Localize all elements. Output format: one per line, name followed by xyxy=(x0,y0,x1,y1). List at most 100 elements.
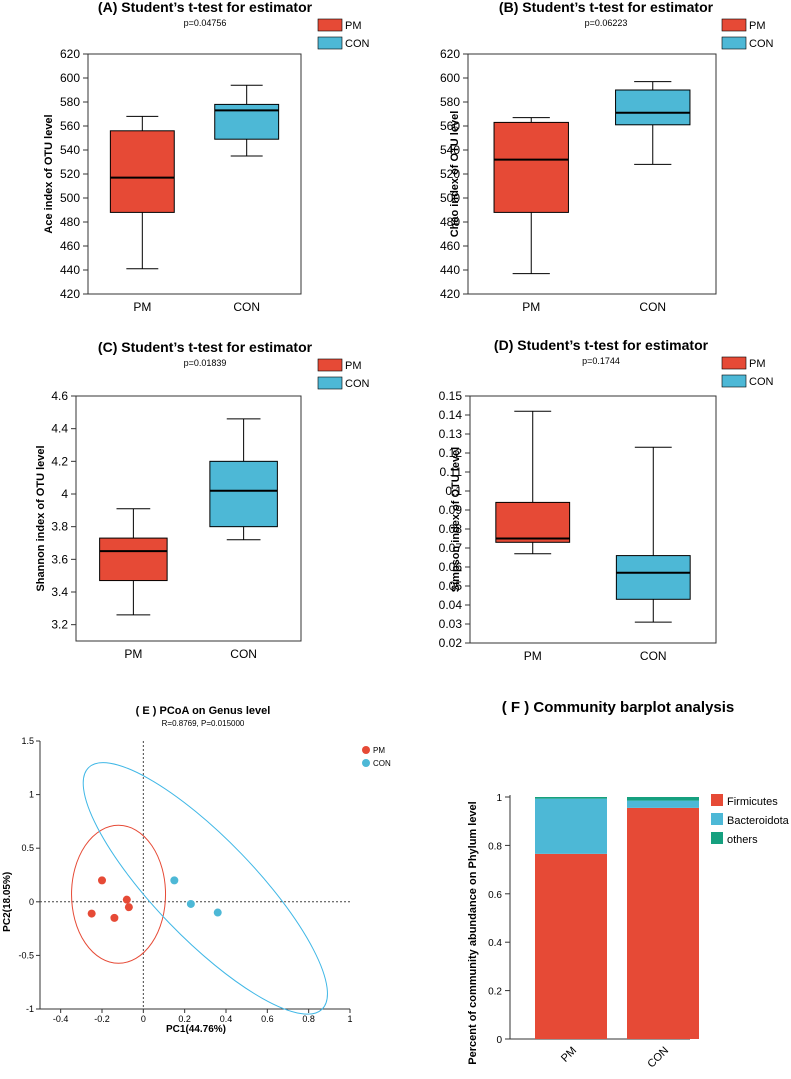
legend-label-pm: PM xyxy=(345,360,362,372)
box-pm-d xyxy=(495,410,571,555)
legend-swatch-con xyxy=(317,36,343,50)
chart-title-d: (D) Student’s t-test for estimator xyxy=(494,337,709,353)
y-tick-label: 0.12 xyxy=(439,446,463,460)
legend-swatch-pm xyxy=(317,18,343,32)
y-tick-label: 460 xyxy=(60,239,80,253)
box-pm-a xyxy=(109,115,175,270)
legend-swatch-pm xyxy=(317,358,343,372)
bar-segment-firmicutes-con xyxy=(627,807,699,1039)
y-tick-label: 0 xyxy=(29,897,34,907)
y-tick-label: 4.2 xyxy=(51,454,68,468)
pcoa-plot-e: ( E ) PCoA on Genus level R=0.8769, P=0.0… xyxy=(2,705,391,1035)
legend-marker-pm xyxy=(362,746,370,754)
x-tick-label: CON xyxy=(645,1045,671,1071)
box-con-d xyxy=(615,446,691,623)
chart-title-e: ( E ) PCoA on Genus level xyxy=(136,705,271,717)
y-tick-label: 0.04 xyxy=(439,598,463,612)
legend-label-con: CON xyxy=(345,378,370,390)
y-axis-label-c: Shannon index of OTU level xyxy=(35,445,47,591)
y-tick-label: 0.07 xyxy=(439,541,463,555)
box-iqr xyxy=(615,555,691,600)
boxplot-a: (A) Student’s t-test for estimator p=0.04… xyxy=(43,0,370,314)
x-tick-label: 1 xyxy=(347,1014,352,1024)
legend-label-con: CON xyxy=(749,376,774,388)
y-tick-label: 0.1 xyxy=(445,484,462,498)
x-tick-label: CON xyxy=(230,647,257,661)
box-pm-b xyxy=(493,117,569,275)
y-tick-label: 440 xyxy=(60,263,80,277)
y-tick-label: 0.14 xyxy=(439,408,463,422)
con-confidence-ellipse xyxy=(82,762,328,1015)
box-iqr xyxy=(209,460,278,528)
x-axis-label-e: PC1(44.76%) xyxy=(166,1024,226,1035)
legend-swatch-con xyxy=(721,36,747,50)
x-tick-label: PM xyxy=(124,647,142,661)
x-tick-label: -0.4 xyxy=(53,1014,69,1024)
p-value-d: p=0.1744 xyxy=(582,356,620,366)
y-tick-label: 0 xyxy=(496,1035,502,1046)
x-tick-label: 0.6 xyxy=(261,1014,274,1024)
y-tick-label: 560 xyxy=(60,119,80,133)
legend-marker-con xyxy=(362,759,370,767)
chart-title-b: (B) Student’s t-test for estimator xyxy=(499,0,714,15)
legend-label-pm: PM xyxy=(345,20,362,32)
y-tick-label: 600 xyxy=(60,71,80,85)
y-tick-label: 420 xyxy=(60,287,80,301)
y-tick-label: 500 xyxy=(60,191,80,205)
point-pm xyxy=(110,913,119,922)
box-iqr xyxy=(109,130,175,213)
y-tick-label: 540 xyxy=(440,143,460,157)
y-tick-label: 420 xyxy=(440,287,460,301)
y-tick-label: -1 xyxy=(26,1004,34,1014)
point-pm xyxy=(87,909,96,918)
x-tick-label: -0.2 xyxy=(94,1014,110,1024)
y-tick-label: 3.4 xyxy=(51,585,68,599)
p-value-a: p=0.04756 xyxy=(184,18,227,28)
x-tick-label: CON xyxy=(639,300,666,314)
legend-label-con: CON xyxy=(749,38,774,50)
y-tick-label: 480 xyxy=(60,215,80,229)
y-tick-label: 520 xyxy=(440,167,460,181)
y-tick-label: -0.5 xyxy=(18,950,34,960)
legend-label-pm: PM xyxy=(749,358,766,370)
y-tick-label: 0.03 xyxy=(439,617,463,631)
p-value-c: p=0.01839 xyxy=(184,358,227,368)
y-tick-label: 0.05 xyxy=(439,579,463,593)
y-axis-label-f: Percent of community abundance on Phylum… xyxy=(467,801,479,1064)
y-tick-label: 3.6 xyxy=(51,552,68,566)
legend-label-firmicutes: Firmicutes xyxy=(727,796,778,808)
community-barplot-f: ( F ) Community barplot analysis 0 0.2 0.4 0… xyxy=(467,699,790,1070)
bar-segment-bacteroidota-pm xyxy=(535,798,607,854)
y-tick-label: 500 xyxy=(440,191,460,205)
y-tick-label: 1 xyxy=(29,790,34,800)
y-tick-label: 480 xyxy=(440,215,460,229)
x-tick-label: PM xyxy=(133,300,151,314)
p-value-b: p=0.06223 xyxy=(585,18,628,28)
y-tick-label: 3.8 xyxy=(51,520,68,534)
bar-segment-firmicutes-pm xyxy=(535,853,607,1039)
y-tick-label: 1 xyxy=(496,793,502,804)
y-tick-label: 0.15 xyxy=(439,389,463,403)
y-axis-label-b: Chao index of OTU level xyxy=(449,111,461,238)
legend-swatch-pm xyxy=(721,356,747,370)
box-iqr xyxy=(493,121,569,213)
legend-label-pm: PM xyxy=(373,746,385,755)
legend-swatch-con xyxy=(317,376,343,390)
legend-label-con: CON xyxy=(373,759,391,768)
y-tick-label: 460 xyxy=(440,239,460,253)
box-con-b xyxy=(615,81,691,165)
y-tick-label: 0.13 xyxy=(439,427,463,441)
legend-label-others: others xyxy=(727,834,758,846)
x-tick-label: CON xyxy=(233,300,260,314)
y-axis-label-e: PC2(18.05%) xyxy=(2,872,13,932)
legend-label-con: CON xyxy=(345,38,370,50)
box-con-c xyxy=(209,418,278,541)
y-axis-label-d: Simpson index of OTU level xyxy=(450,447,462,592)
box-con-a xyxy=(214,84,280,157)
point-pm xyxy=(124,903,133,912)
y-tick-label: 4 xyxy=(61,487,68,501)
x-tick-label: PM xyxy=(522,300,540,314)
r-p-value-e: R=0.8769, P=0.015000 xyxy=(162,719,245,728)
y-tick-label: 0.2 xyxy=(488,987,502,998)
legend-swatch-bacteroidota xyxy=(711,813,723,825)
